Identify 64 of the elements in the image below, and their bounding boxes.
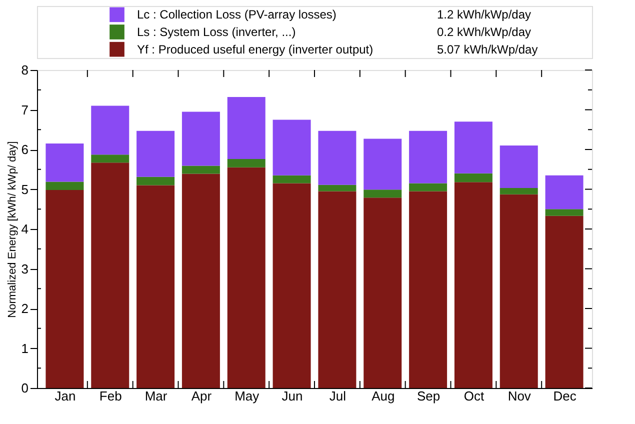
bar	[409, 130, 448, 184]
y-tick-label: 8	[21, 62, 28, 78]
bar	[91, 162, 130, 388]
y-tick-label: 5	[21, 182, 28, 197]
bar	[500, 146, 538, 188]
bar	[91, 154, 130, 163]
bar	[182, 166, 220, 174]
bar	[46, 144, 84, 182]
y-axis-title: Normalized Energy [kWh/ kWp/ day]	[6, 141, 18, 318]
y-tick-label: 0	[21, 380, 28, 396]
bar	[454, 173, 492, 182]
bar	[364, 138, 402, 190]
x-tick-label: Dec	[553, 388, 577, 404]
bar	[91, 106, 130, 155]
bar	[272, 183, 311, 388]
bar	[227, 167, 266, 388]
bar	[136, 176, 175, 186]
bar	[182, 174, 220, 388]
bar	[409, 183, 448, 192]
bar	[500, 194, 538, 388]
bar	[454, 122, 492, 174]
x-tick-label: Jun	[282, 388, 303, 404]
bar	[318, 130, 356, 185]
bar	[364, 198, 402, 388]
x-tick-label: Oct	[464, 388, 484, 404]
text: 5.07 kWh/kWp/day	[437, 42, 538, 56]
bar	[318, 191, 356, 388]
bar	[500, 188, 538, 194]
text: 1.2 kWh/kWp/day	[437, 8, 532, 22]
bar	[545, 216, 584, 388]
bar	[46, 182, 84, 190]
x-tick-label: May	[234, 388, 260, 404]
y-tick-label: 4	[21, 222, 28, 236]
x-tick-label: Sep	[416, 388, 440, 404]
text: 0.2 kWh/kWp/day	[437, 25, 532, 39]
bar	[272, 175, 311, 184]
bar	[227, 97, 266, 160]
x-tick-label: Mar	[144, 388, 168, 404]
y-tick-label: 3	[21, 261, 28, 276]
x-tick-label: Jul	[329, 388, 346, 404]
bar	[272, 120, 311, 176]
bar	[318, 184, 356, 192]
x-tick-label: Jan	[54, 388, 76, 404]
bar	[545, 209, 584, 216]
bar	[136, 130, 175, 177]
bar	[46, 190, 84, 388]
x-tick-label: Aug	[372, 388, 395, 404]
bar	[364, 190, 402, 198]
bar	[136, 185, 175, 388]
legend-label: Lc : Collection Loss (PV-array losses)	[137, 8, 336, 22]
bar	[227, 159, 266, 168]
x-tick-label: Apr	[191, 388, 212, 404]
y-tick-label: 7	[21, 102, 28, 118]
bar	[545, 175, 584, 210]
y-tick-label: 6	[21, 142, 28, 157]
x-tick-label: Nov	[508, 388, 532, 404]
y-tick-label: 1	[21, 340, 28, 356]
y-tick-label: 2	[21, 301, 28, 316]
x-tick-label: Feb	[99, 388, 122, 404]
legend-label: Ls : System Loss (inverter, ...)	[137, 25, 296, 39]
bar	[409, 191, 448, 388]
bar	[454, 182, 492, 388]
bar	[182, 112, 220, 166]
legend-label: Yf : Produced useful energy (inverter output)	[137, 42, 374, 56]
